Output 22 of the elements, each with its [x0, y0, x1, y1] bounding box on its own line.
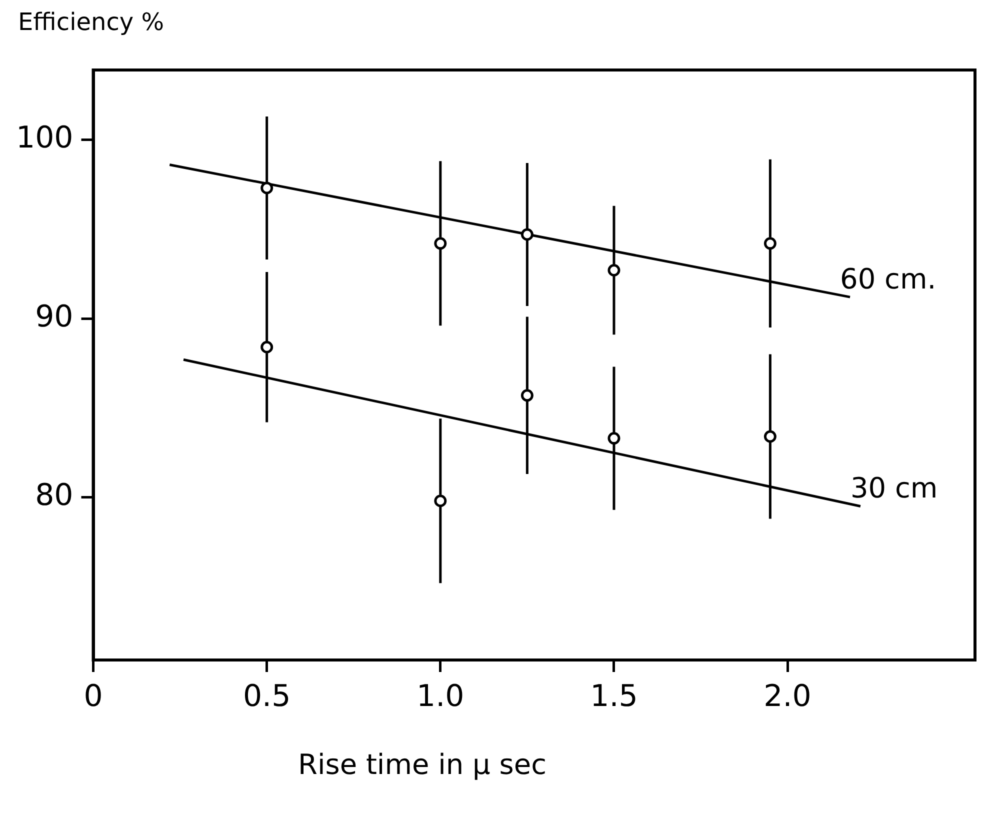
point	[260, 182, 274, 194]
series-label: 30 cm	[850, 472, 938, 505]
x-tick-label: 2.0	[764, 678, 812, 714]
x-tick-label: 1.0	[416, 678, 464, 714]
point	[520, 389, 534, 402]
x-tick-label: 1.5	[590, 678, 638, 714]
y-tick-label: 80	[35, 478, 74, 514]
point	[608, 432, 620, 445]
y-tick-label: 90	[35, 299, 74, 334]
y-tick-label: 100	[16, 120, 74, 156]
x-tick-label: 0	[84, 678, 103, 714]
y-axis-title: Efficiency %	[17, 8, 166, 38]
point	[520, 228, 534, 241]
point	[434, 237, 447, 250]
x-axis-title: Rise time in μ sec	[297, 748, 548, 781]
point	[764, 237, 776, 250]
point	[260, 340, 274, 354]
point	[434, 494, 447, 508]
series-label: 60 cm.	[840, 262, 936, 296]
x-tick-label: 0.5	[242, 678, 291, 714]
point	[608, 264, 620, 276]
point	[764, 430, 776, 443]
